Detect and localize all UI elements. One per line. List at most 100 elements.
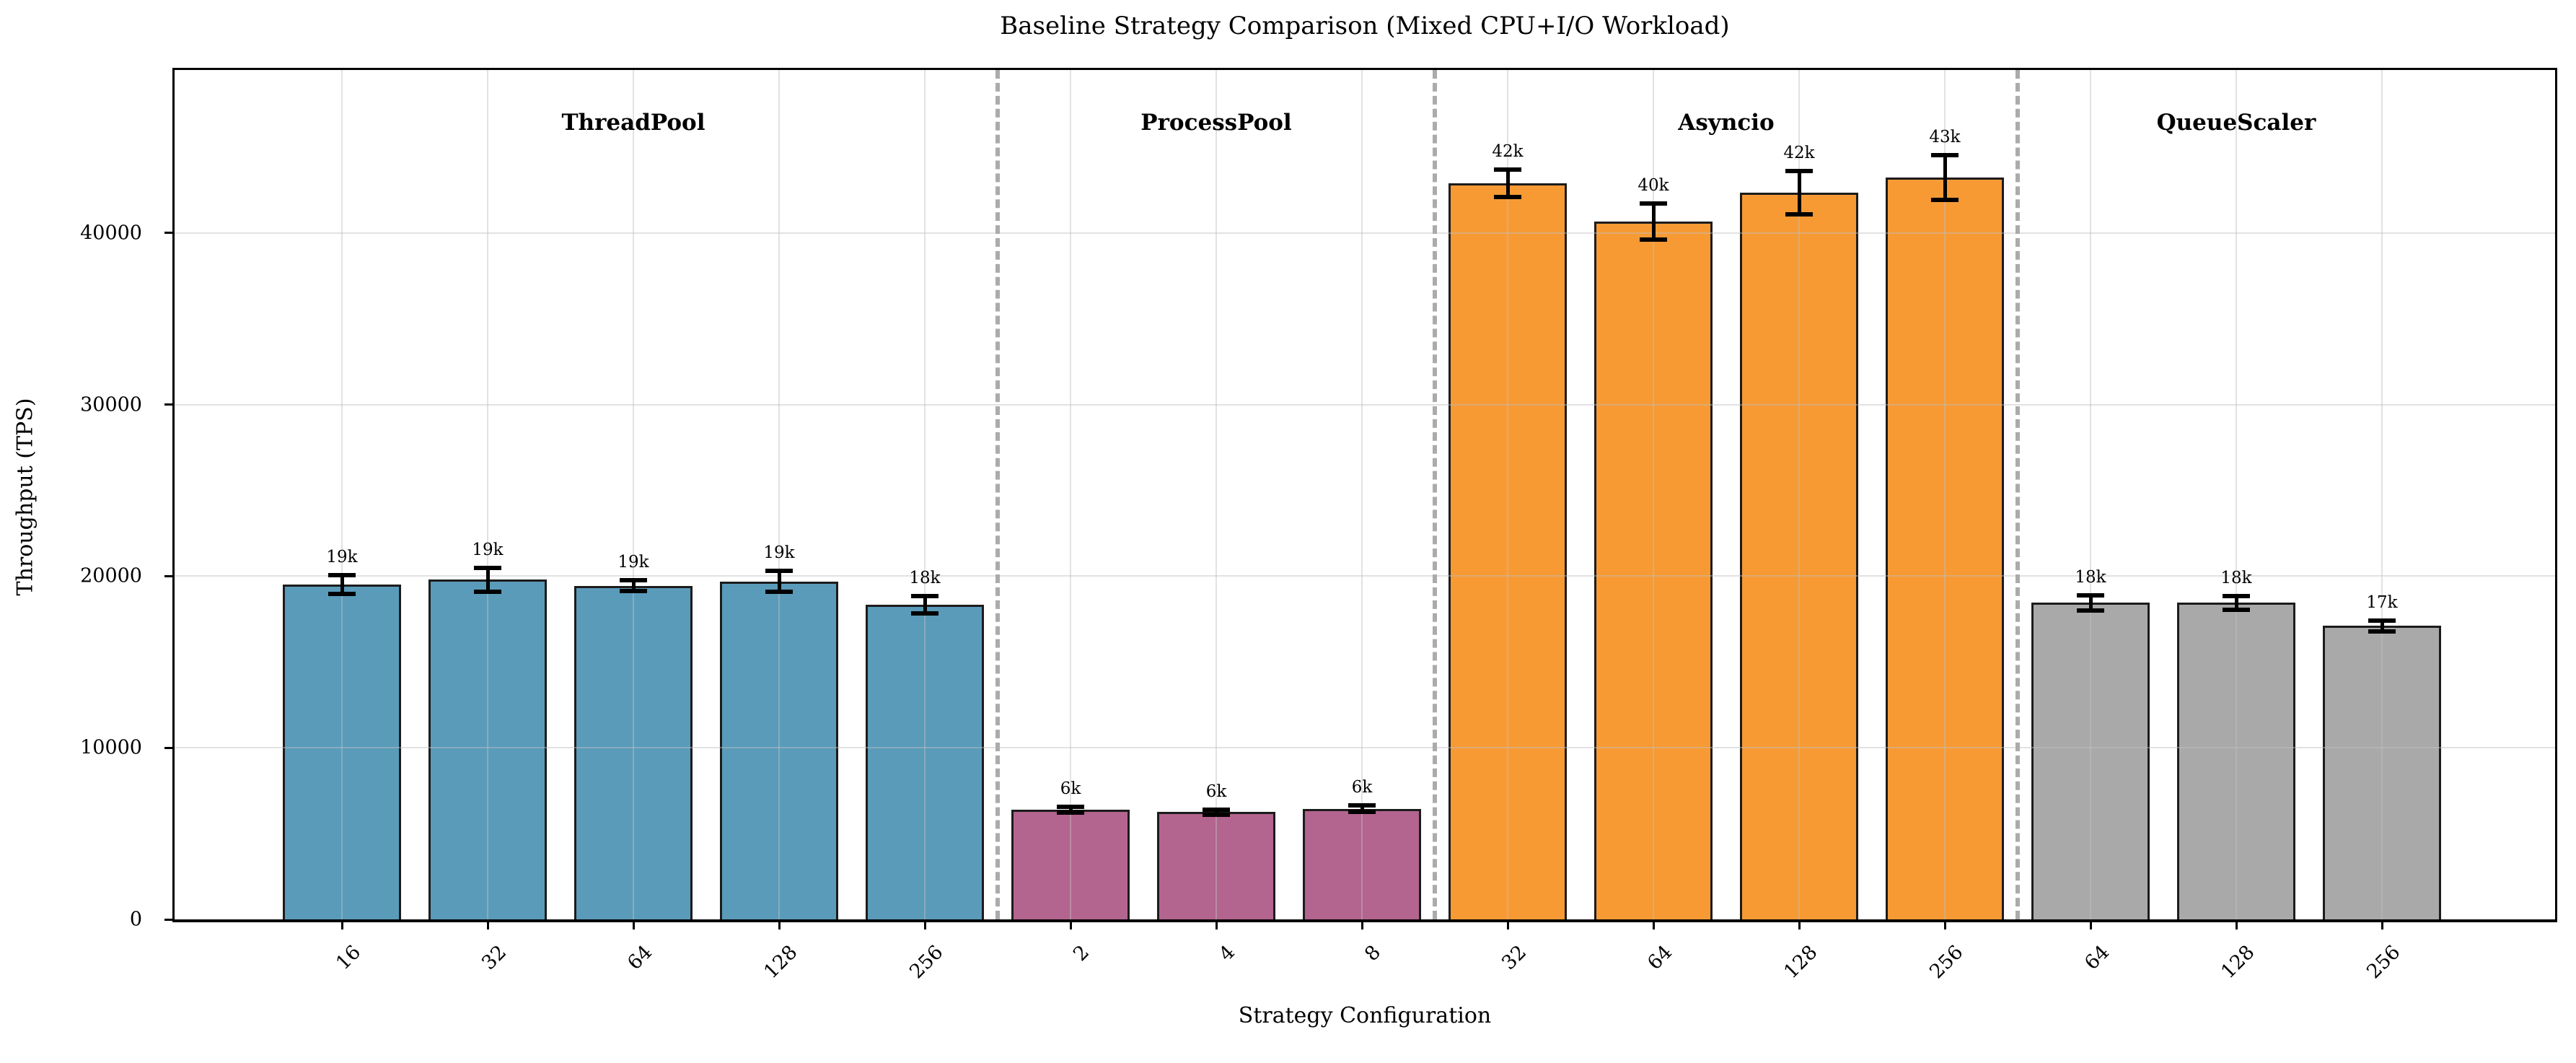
x-axis-line xyxy=(172,919,2557,922)
x-tick-label: 4 xyxy=(1214,941,1239,966)
bar-value-label: 6k xyxy=(1351,778,1373,797)
bar-value-label: 43k xyxy=(1929,127,1961,146)
bar-value-label: 19k xyxy=(326,548,358,567)
error-bar-cap-top xyxy=(1348,803,1376,808)
bar-value-label: 18k xyxy=(2220,568,2252,587)
bar xyxy=(574,585,693,919)
x-tick-mark xyxy=(486,919,489,929)
x-tick-mark xyxy=(1215,919,1218,929)
top-spine xyxy=(175,68,2555,70)
x-tick-label: 64 xyxy=(623,941,656,975)
error-bar-cap-bottom xyxy=(2368,629,2396,634)
x-tick-label: 256 xyxy=(1925,941,1968,984)
group-label: ProcessPool xyxy=(1140,110,1292,136)
y-tick-label: 0 xyxy=(129,908,142,931)
x-tick-label: 128 xyxy=(2217,941,2259,984)
y-tick-label: 30000 xyxy=(80,393,142,416)
bar-value-label: 19k xyxy=(763,543,795,563)
error-bar xyxy=(2088,595,2093,611)
y-tick-label: 40000 xyxy=(80,222,142,245)
bar-value-label: 17k xyxy=(2366,593,2398,613)
grid-line-v xyxy=(2236,70,2237,919)
y-tick-mark xyxy=(164,574,175,577)
error-bar xyxy=(1797,171,1801,214)
x-tick-label: 32 xyxy=(477,941,511,975)
error-bar-cap-top xyxy=(2077,592,2104,598)
grid-line-v xyxy=(924,70,926,919)
error-bar-cap-top xyxy=(1785,169,1813,174)
bar xyxy=(1740,193,1858,919)
error-bar-cap-top xyxy=(1203,807,1230,812)
grid-line-v xyxy=(1653,70,1654,919)
bar-value-label: 19k xyxy=(472,540,504,559)
x-tick-label: 256 xyxy=(2362,941,2405,984)
grid-line-v xyxy=(1507,70,1508,919)
y-tick-mark xyxy=(164,918,175,921)
error-bar-cap-bottom xyxy=(1494,194,1521,199)
y-tick-mark xyxy=(164,403,175,406)
error-bar xyxy=(1651,204,1656,240)
x-axis-label: Strategy Configuration xyxy=(1238,1003,1492,1028)
error-bar xyxy=(1943,154,1947,200)
grid-line-v xyxy=(487,70,488,919)
error-bar-cap-bottom xyxy=(1348,809,1376,814)
grid-line-v xyxy=(2090,70,2091,919)
grid-line-h xyxy=(175,403,2555,406)
x-tick-mark xyxy=(1943,919,1946,929)
x-tick-mark xyxy=(2235,919,2238,929)
error-bar-cap-top xyxy=(620,578,647,583)
error-bar-cap-top xyxy=(328,573,356,578)
y-tick-label: 10000 xyxy=(80,736,142,759)
x-tick-label: 128 xyxy=(1780,941,1822,984)
error-bar xyxy=(1068,806,1073,813)
y-tick-mark xyxy=(164,746,175,749)
group-separator-line xyxy=(1433,70,1437,919)
grid-line-v xyxy=(1361,70,1363,919)
x-tick-mark xyxy=(1652,919,1655,929)
group-label: QueueScaler xyxy=(2156,110,2316,136)
x-tick-label: 64 xyxy=(2080,941,2114,975)
x-tick-label: 64 xyxy=(1643,941,1676,975)
error-bar-cap-top xyxy=(2368,618,2396,624)
bar xyxy=(1011,809,1130,919)
bar xyxy=(1594,222,1713,919)
x-tick-mark xyxy=(632,919,635,929)
error-bar xyxy=(2380,621,2384,631)
error-bar-cap-top xyxy=(1640,201,1667,206)
error-bar-cap-bottom xyxy=(1640,237,1667,242)
error-bar-cap-top xyxy=(1931,152,1959,157)
x-tick-mark xyxy=(2381,919,2383,929)
error-bar xyxy=(1360,805,1364,812)
error-bar-cap-bottom xyxy=(911,611,938,616)
bar xyxy=(720,581,838,919)
bar xyxy=(1449,183,1567,919)
x-tick-mark xyxy=(2089,919,2092,929)
error-bar-cap-bottom xyxy=(474,589,501,594)
bar-value-label: 19k xyxy=(617,553,649,572)
plot-area: 0 10000 20000 30000 40000 19k 16 19k 32 19k 64 19k 1… xyxy=(80,68,2557,983)
x-tick-mark xyxy=(1506,919,1509,929)
bar-value-label: 6k xyxy=(1205,782,1227,801)
x-tick-label: 2 xyxy=(1068,941,1094,966)
error-bar-cap-bottom xyxy=(765,589,793,594)
x-tick-mark xyxy=(778,919,781,929)
grid-line-v xyxy=(1216,70,1217,919)
x-tick-label: 8 xyxy=(1360,941,1385,966)
y-axis-label: Throughput (TPS) xyxy=(12,398,38,596)
grid-line-v xyxy=(1070,70,1071,919)
x-tick-label: 16 xyxy=(331,941,365,975)
error-bar-cap-bottom xyxy=(2077,608,2104,613)
bar xyxy=(2177,603,2295,919)
bar-value-label: 42k xyxy=(1783,144,1815,163)
bar xyxy=(428,579,547,919)
x-tick-label: 256 xyxy=(905,941,948,984)
group-separator-line xyxy=(995,70,1000,919)
error-bar xyxy=(1214,809,1218,815)
error-bar-cap-top xyxy=(2223,593,2250,598)
y-tick-mark xyxy=(164,232,175,235)
grid-line-v xyxy=(633,70,634,919)
bar-value-label: 40k xyxy=(1638,176,1669,196)
error-bar-cap-top xyxy=(1057,804,1084,809)
grid-line-h xyxy=(175,747,2555,749)
